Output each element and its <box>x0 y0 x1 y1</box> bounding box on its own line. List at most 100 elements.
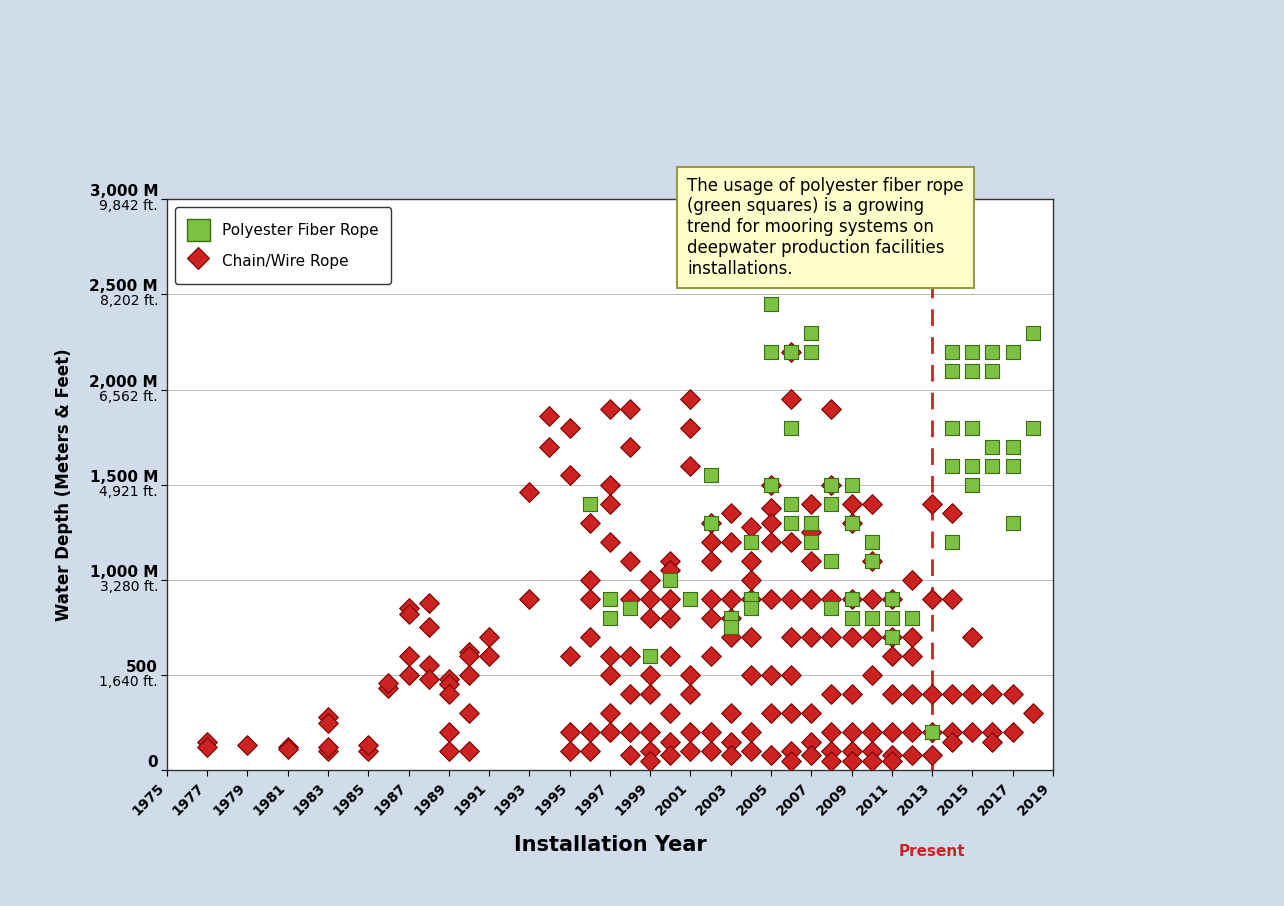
Point <box>700 649 720 663</box>
Point <box>901 747 922 762</box>
Point <box>479 630 499 644</box>
Point <box>962 725 982 739</box>
Point <box>479 649 499 663</box>
Point <box>882 687 903 701</box>
X-axis label: Installation Year: Installation Year <box>514 834 706 854</box>
Y-axis label: Water Depth (Meters & Feet): Water Depth (Meters & Feet) <box>55 349 73 621</box>
Point <box>741 535 761 549</box>
Text: 500: 500 <box>126 660 158 675</box>
Point <box>720 706 741 720</box>
Text: The usage of polyester fiber rope
(green squares) is a growing
trend for mooring: The usage of polyester fiber rope (green… <box>687 177 963 278</box>
Point <box>862 744 882 758</box>
Point <box>700 516 720 530</box>
Point <box>600 706 620 720</box>
Point <box>1003 344 1023 359</box>
Point <box>398 649 419 663</box>
Point <box>1003 516 1023 530</box>
Point <box>882 649 903 663</box>
Legend: Polyester Fiber Rope, Chain/Wire Rope: Polyester Fiber Rope, Chain/Wire Rope <box>175 207 390 284</box>
Text: Present: Present <box>899 844 966 859</box>
Point <box>901 630 922 644</box>
Point <box>862 535 882 549</box>
Point <box>801 344 822 359</box>
Point <box>600 611 620 625</box>
Point <box>760 500 781 515</box>
Point <box>1003 458 1023 473</box>
Point <box>419 595 439 610</box>
Point <box>398 602 419 616</box>
Point <box>660 592 681 606</box>
Point <box>760 747 781 762</box>
Point <box>579 516 600 530</box>
Point <box>781 592 801 606</box>
Point <box>741 592 761 606</box>
Point <box>196 740 217 755</box>
Point <box>841 592 862 606</box>
Point <box>620 725 641 739</box>
Point <box>862 753 882 767</box>
Point <box>781 753 801 767</box>
Point <box>458 645 479 660</box>
Point <box>801 747 822 762</box>
Point <box>801 734 822 748</box>
Point <box>681 668 701 682</box>
Point <box>639 573 660 587</box>
Point <box>801 516 822 530</box>
Point <box>901 725 922 739</box>
Point <box>862 554 882 568</box>
Point <box>620 439 641 454</box>
Point <box>820 630 841 644</box>
Point <box>922 747 942 762</box>
Point <box>681 458 701 473</box>
Point <box>922 592 942 606</box>
Point <box>560 467 580 482</box>
Point <box>700 592 720 606</box>
Point <box>720 611 741 625</box>
Text: 2,500 M: 2,500 M <box>90 279 158 294</box>
Point <box>741 725 761 739</box>
Point <box>922 725 942 739</box>
Point <box>982 725 1003 739</box>
Point <box>277 742 298 757</box>
Point <box>942 592 963 606</box>
Point <box>781 668 801 682</box>
Point <box>781 344 801 359</box>
Point <box>741 554 761 568</box>
Point <box>639 725 660 739</box>
Point <box>439 725 460 739</box>
Point <box>681 744 701 758</box>
Point <box>982 363 1003 378</box>
Point <box>781 496 801 511</box>
Point <box>841 496 862 511</box>
Point <box>579 725 600 739</box>
Point <box>942 506 963 520</box>
Point <box>560 420 580 435</box>
Point <box>741 602 761 616</box>
Point <box>982 734 1003 748</box>
Point <box>1022 706 1043 720</box>
Point <box>862 496 882 511</box>
Point <box>639 668 660 682</box>
Point <box>820 496 841 511</box>
Point <box>781 744 801 758</box>
Point <box>942 344 963 359</box>
Point <box>801 592 822 606</box>
Point <box>720 506 741 520</box>
Point <box>962 363 982 378</box>
Point <box>1003 687 1023 701</box>
Text: 1,640 ft.: 1,640 ft. <box>99 675 158 689</box>
Text: 1,500 M: 1,500 M <box>90 469 158 485</box>
Point <box>600 725 620 739</box>
Point <box>942 420 963 435</box>
Point <box>820 554 841 568</box>
Point <box>1022 420 1043 435</box>
Point <box>700 516 720 530</box>
Point <box>620 649 641 663</box>
Point <box>317 744 338 758</box>
Point <box>600 649 620 663</box>
Point <box>942 687 963 701</box>
Point <box>801 554 822 568</box>
Point <box>942 535 963 549</box>
Point <box>660 706 681 720</box>
Point <box>419 620 439 634</box>
